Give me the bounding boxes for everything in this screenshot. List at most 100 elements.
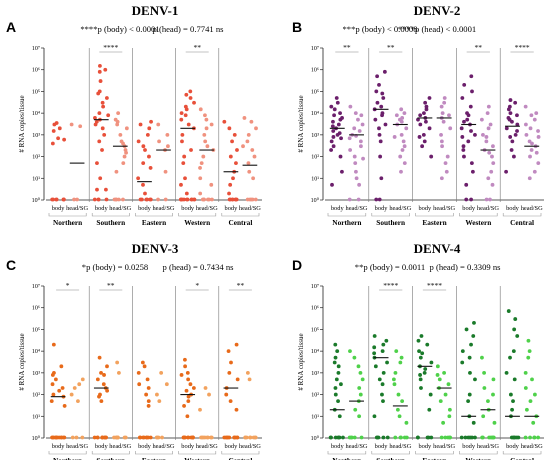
body-point bbox=[427, 126, 432, 131]
body-point bbox=[336, 370, 341, 375]
body-point bbox=[464, 182, 469, 187]
sig-label: **** bbox=[427, 281, 442, 290]
head-point bbox=[485, 111, 490, 116]
sig-label: * bbox=[66, 281, 70, 290]
head-point bbox=[155, 392, 159, 397]
head-point bbox=[74, 435, 79, 440]
x-tick-label: body bbox=[462, 205, 476, 212]
body-point bbox=[185, 435, 190, 440]
body-point bbox=[469, 342, 473, 347]
body-point bbox=[460, 135, 465, 139]
body-point bbox=[429, 154, 434, 159]
body-point bbox=[510, 407, 514, 412]
head-point bbox=[159, 370, 164, 375]
head-point bbox=[399, 169, 403, 174]
body-point bbox=[227, 197, 232, 202]
body-point bbox=[423, 100, 428, 105]
body-point bbox=[50, 382, 55, 387]
sig-label: ** bbox=[343, 43, 351, 52]
body-point bbox=[428, 392, 433, 397]
head-point bbox=[393, 370, 398, 375]
body-point bbox=[144, 435, 149, 440]
region-label: Northern bbox=[53, 218, 82, 227]
body-point bbox=[513, 317, 518, 321]
head-point bbox=[246, 161, 251, 166]
y-tick-label: 10² bbox=[311, 393, 319, 399]
body-point bbox=[51, 129, 56, 133]
body-point bbox=[103, 67, 108, 72]
body-point bbox=[97, 139, 102, 144]
body-point bbox=[330, 124, 335, 129]
region-label: Southern bbox=[376, 218, 405, 227]
body-point bbox=[181, 161, 186, 166]
region-label: Western bbox=[465, 218, 491, 227]
body-point bbox=[506, 116, 511, 120]
head-point bbox=[482, 386, 487, 390]
head-point bbox=[484, 135, 489, 139]
head-point bbox=[252, 154, 257, 159]
sig-label: ** bbox=[237, 281, 245, 290]
head-point bbox=[523, 386, 528, 390]
y-tick-label: 10⁰ bbox=[32, 435, 41, 442]
body-point bbox=[95, 435, 100, 440]
body-point bbox=[426, 435, 431, 440]
body-point bbox=[338, 154, 343, 159]
body-point bbox=[184, 388, 189, 393]
body-point bbox=[333, 392, 338, 397]
head-point bbox=[356, 197, 361, 202]
head-point bbox=[526, 355, 531, 360]
body-point bbox=[235, 377, 240, 382]
head-point bbox=[124, 126, 129, 131]
body-point bbox=[508, 355, 512, 360]
body-point bbox=[465, 117, 470, 122]
y-axis-label: # RNA copies/tissue bbox=[297, 95, 305, 152]
head-point bbox=[398, 360, 403, 365]
body-point bbox=[62, 404, 67, 408]
body-point bbox=[183, 176, 187, 181]
body-point bbox=[418, 113, 423, 118]
head-point bbox=[357, 386, 362, 390]
head-point bbox=[536, 129, 540, 133]
body-point bbox=[100, 100, 105, 105]
body-point bbox=[98, 392, 102, 397]
body-point bbox=[375, 74, 380, 79]
y-tick-label: 10⁷ bbox=[311, 46, 319, 52]
head-point bbox=[444, 169, 449, 174]
region-bracket bbox=[135, 213, 173, 217]
region-label: Central bbox=[228, 218, 252, 227]
body-point bbox=[378, 139, 383, 144]
y-tick-label: 10³ bbox=[32, 133, 40, 139]
body-point bbox=[381, 370, 386, 375]
body-point bbox=[381, 399, 385, 404]
y-tick-label: 10⁰ bbox=[32, 197, 41, 204]
body-point bbox=[94, 119, 99, 124]
body-point bbox=[183, 113, 188, 118]
y-tick-label: 10⁵ bbox=[32, 327, 40, 333]
body-point bbox=[336, 399, 340, 404]
head-point bbox=[203, 386, 208, 390]
body-point bbox=[227, 191, 231, 196]
body-point bbox=[504, 126, 509, 131]
body-point bbox=[385, 435, 390, 440]
head-point bbox=[357, 182, 362, 187]
head-point bbox=[250, 197, 255, 202]
region-bracket bbox=[502, 213, 542, 217]
body-point bbox=[54, 121, 59, 125]
region-label: Southern bbox=[376, 456, 405, 460]
body-point bbox=[92, 435, 97, 440]
head-point bbox=[447, 414, 452, 419]
body-point bbox=[56, 136, 61, 141]
y-tick-label: 10¹ bbox=[311, 176, 319, 182]
x-tick-label: head/SG bbox=[346, 443, 368, 450]
x-tick-label: head/SG bbox=[346, 205, 368, 212]
head-point bbox=[536, 135, 541, 139]
x-tick-label: body bbox=[506, 205, 520, 212]
head-point bbox=[357, 129, 362, 133]
body-point bbox=[144, 392, 149, 397]
body-point bbox=[228, 154, 233, 159]
body-point bbox=[468, 104, 473, 109]
head-point bbox=[122, 154, 127, 159]
body-point bbox=[141, 435, 146, 440]
panel-label: C bbox=[6, 257, 16, 273]
